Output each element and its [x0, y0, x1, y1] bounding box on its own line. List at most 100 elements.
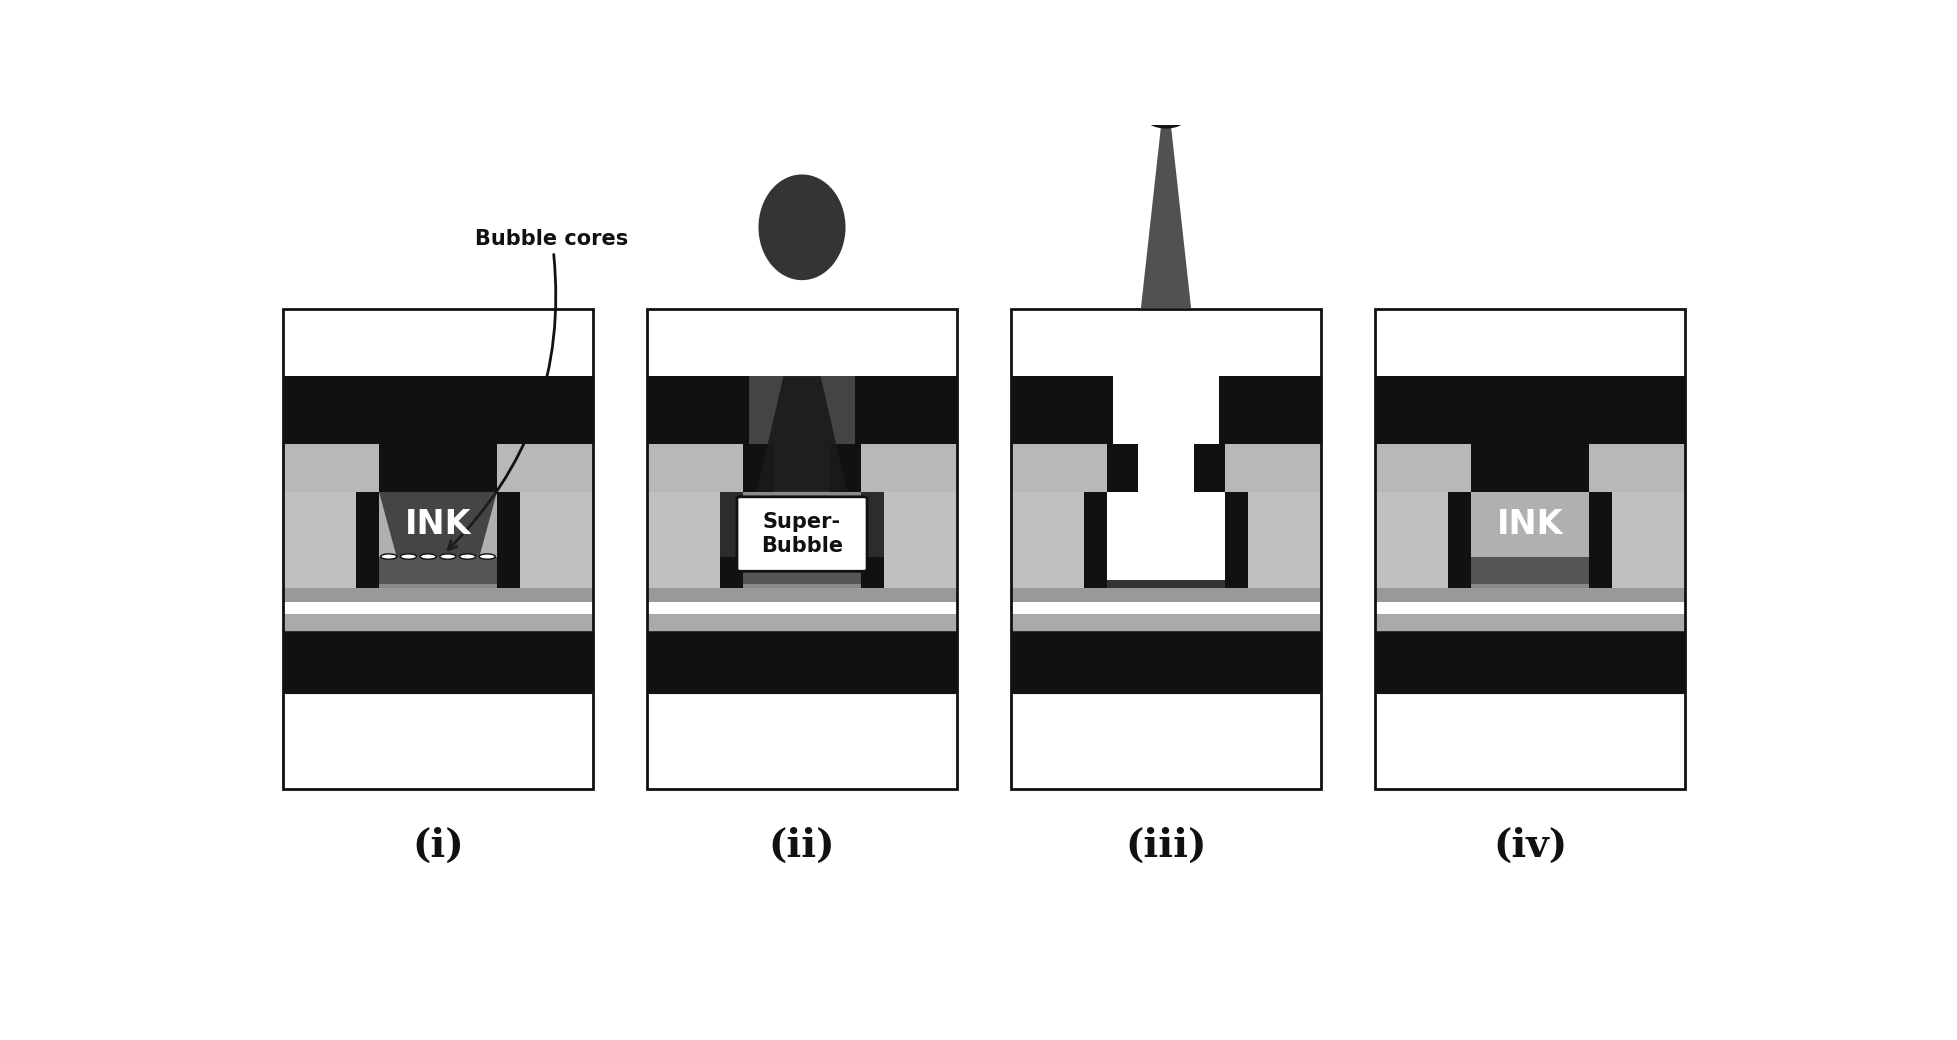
Polygon shape: [1141, 127, 1192, 309]
Text: Bubble cores: Bubble cores: [448, 229, 628, 549]
Text: Super-
Bubble: Super- Bubble: [761, 513, 843, 555]
Bar: [380, 584, 497, 588]
Bar: [356, 556, 380, 588]
Bar: [1108, 584, 1225, 588]
Bar: [1374, 631, 1685, 694]
Bar: [1084, 492, 1119, 556]
Bar: [646, 588, 957, 602]
Ellipse shape: [759, 175, 845, 280]
Ellipse shape: [401, 554, 417, 560]
Bar: [1374, 309, 1685, 789]
Bar: [282, 694, 593, 789]
Bar: [1472, 443, 1503, 492]
Bar: [1577, 492, 1613, 556]
Text: INK: INK: [405, 508, 472, 541]
Bar: [646, 694, 957, 789]
Bar: [1108, 492, 1225, 556]
Bar: [646, 631, 957, 694]
Bar: [646, 443, 775, 492]
Bar: [1010, 309, 1321, 789]
Bar: [380, 443, 411, 492]
Bar: [282, 602, 593, 614]
Bar: [1374, 588, 1685, 602]
Bar: [497, 556, 521, 588]
Bar: [1374, 614, 1685, 631]
Bar: [646, 614, 957, 631]
Bar: [386, 376, 491, 443]
Bar: [720, 556, 744, 588]
Bar: [646, 376, 750, 443]
Bar: [1114, 376, 1219, 443]
Bar: [1010, 443, 1139, 492]
Bar: [861, 556, 885, 588]
Bar: [1010, 694, 1321, 789]
Text: (i): (i): [413, 827, 464, 864]
Polygon shape: [757, 376, 847, 492]
Bar: [1139, 443, 1194, 492]
Bar: [380, 492, 497, 556]
Bar: [1503, 443, 1558, 492]
Bar: [282, 492, 593, 588]
Bar: [1108, 556, 1225, 588]
Ellipse shape: [460, 554, 476, 560]
Bar: [1374, 694, 1685, 789]
Bar: [1139, 376, 1194, 492]
Bar: [1589, 556, 1613, 588]
Bar: [1583, 376, 1685, 443]
Bar: [1108, 492, 1225, 588]
Bar: [1448, 492, 1483, 556]
Bar: [1374, 376, 1478, 443]
Bar: [1010, 376, 1114, 443]
Bar: [1219, 376, 1321, 443]
FancyBboxPatch shape: [738, 497, 867, 571]
Text: (iii): (iii): [1125, 827, 1207, 864]
Bar: [1010, 588, 1321, 602]
Bar: [646, 492, 957, 588]
Ellipse shape: [440, 554, 456, 560]
Bar: [646, 309, 957, 789]
Text: INK: INK: [1497, 508, 1564, 541]
Bar: [720, 492, 755, 556]
Bar: [1374, 602, 1685, 614]
Bar: [744, 556, 861, 588]
Bar: [830, 443, 861, 492]
Bar: [750, 376, 855, 443]
Bar: [282, 631, 593, 694]
Bar: [1478, 376, 1583, 443]
Text: (ii): (ii): [769, 827, 836, 864]
Bar: [720, 492, 885, 556]
Bar: [485, 492, 521, 556]
Ellipse shape: [479, 554, 495, 560]
Bar: [1374, 492, 1685, 588]
Bar: [1010, 492, 1321, 588]
Bar: [1010, 631, 1321, 694]
Bar: [1194, 443, 1321, 492]
Bar: [1472, 584, 1589, 588]
Bar: [466, 443, 593, 492]
Ellipse shape: [382, 554, 397, 560]
Bar: [775, 443, 830, 492]
Bar: [1084, 556, 1108, 588]
Bar: [775, 443, 830, 492]
Bar: [356, 492, 391, 556]
Bar: [744, 492, 861, 556]
Ellipse shape: [421, 554, 436, 560]
Text: (iv): (iv): [1493, 827, 1568, 864]
Bar: [282, 443, 411, 492]
Bar: [466, 443, 497, 492]
Bar: [491, 376, 593, 443]
Circle shape: [1145, 106, 1186, 128]
Bar: [1472, 556, 1589, 588]
Bar: [1194, 443, 1225, 492]
Polygon shape: [380, 492, 497, 556]
Bar: [830, 443, 957, 492]
Bar: [1448, 556, 1472, 588]
Bar: [855, 376, 957, 443]
Bar: [282, 309, 593, 789]
Bar: [1108, 580, 1225, 588]
Bar: [386, 404, 491, 443]
Bar: [1558, 443, 1589, 492]
Bar: [1472, 492, 1589, 556]
Bar: [1010, 602, 1321, 614]
Bar: [1374, 443, 1503, 492]
